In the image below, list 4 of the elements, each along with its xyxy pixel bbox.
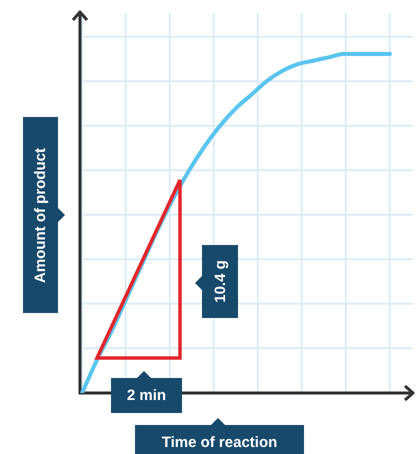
annotation: 10.4 g [212, 260, 228, 303]
annotation: 2 min [126, 387, 166, 404]
y-axis-title: Amount of product [32, 148, 50, 282]
x-axis-title: Time of reaction [162, 434, 278, 450]
